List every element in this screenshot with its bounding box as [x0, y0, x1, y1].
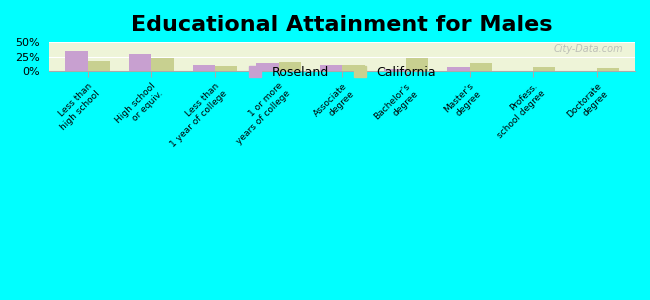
Bar: [129, 54, 151, 71]
Legend: Roseland, California: Roseland, California: [242, 60, 442, 85]
Bar: [215, 66, 237, 71]
Bar: [279, 62, 301, 71]
Bar: [597, 68, 619, 71]
Bar: [88, 61, 110, 71]
Bar: [151, 58, 174, 71]
Bar: [66, 51, 88, 71]
Bar: [192, 64, 215, 71]
Bar: [406, 58, 428, 71]
Text: City-Data.com: City-Data.com: [554, 44, 623, 54]
Bar: [256, 63, 279, 71]
Bar: [533, 68, 556, 71]
Title: Educational Attainment for Males: Educational Attainment for Males: [131, 15, 553, 35]
Bar: [343, 65, 365, 71]
Bar: [447, 67, 469, 71]
Bar: [320, 65, 343, 71]
Bar: [469, 63, 492, 71]
Bar: [384, 69, 406, 71]
